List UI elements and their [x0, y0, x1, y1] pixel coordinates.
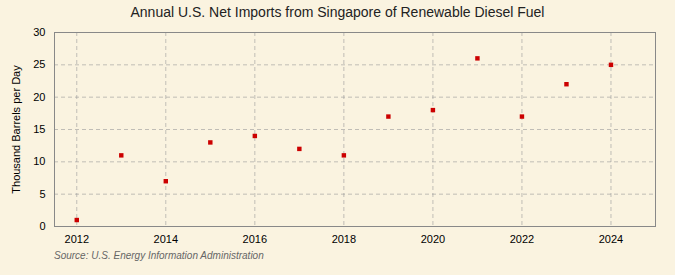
svg-text:2022: 2022 — [510, 233, 534, 245]
svg-text:0: 0 — [39, 220, 45, 232]
svg-text:5: 5 — [39, 188, 45, 200]
html-text:Source: U.S. Energy Informatio: Source: U.S. Energy Information Administ… — [54, 250, 264, 261]
svg-text:15: 15 — [33, 123, 45, 135]
svg-text:25: 25 — [33, 58, 45, 70]
svg-text:20: 20 — [33, 91, 45, 103]
svg-text:2020: 2020 — [421, 233, 445, 245]
svg-text:2018: 2018 — [332, 233, 356, 245]
svg-text:2012: 2012 — [65, 233, 89, 245]
svg-text:Thousand Barrels per Day: Thousand Barrels per Day — [10, 65, 22, 194]
svg-text:2014: 2014 — [154, 233, 178, 245]
svg-text:10: 10 — [33, 155, 45, 167]
svg-text:2016: 2016 — [243, 233, 267, 245]
svg-text:30: 30 — [33, 26, 45, 38]
html-text:Annual U.S. Net Imports from S: Annual U.S. Net Imports from Singapore o… — [130, 4, 545, 20]
svg-text:2024: 2024 — [599, 233, 623, 245]
